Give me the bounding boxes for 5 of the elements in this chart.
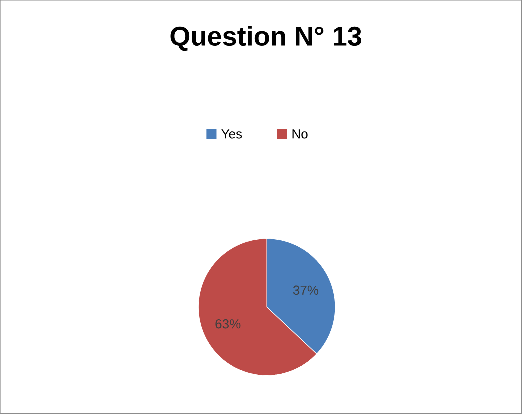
data-label: 37% — [293, 286, 319, 295]
legend-label: No — [292, 130, 308, 139]
chart-title: Question N° 13 — [170, 26, 362, 51]
data-label: 63% — [216, 319, 241, 329]
legend-label: Yes — [222, 130, 242, 139]
